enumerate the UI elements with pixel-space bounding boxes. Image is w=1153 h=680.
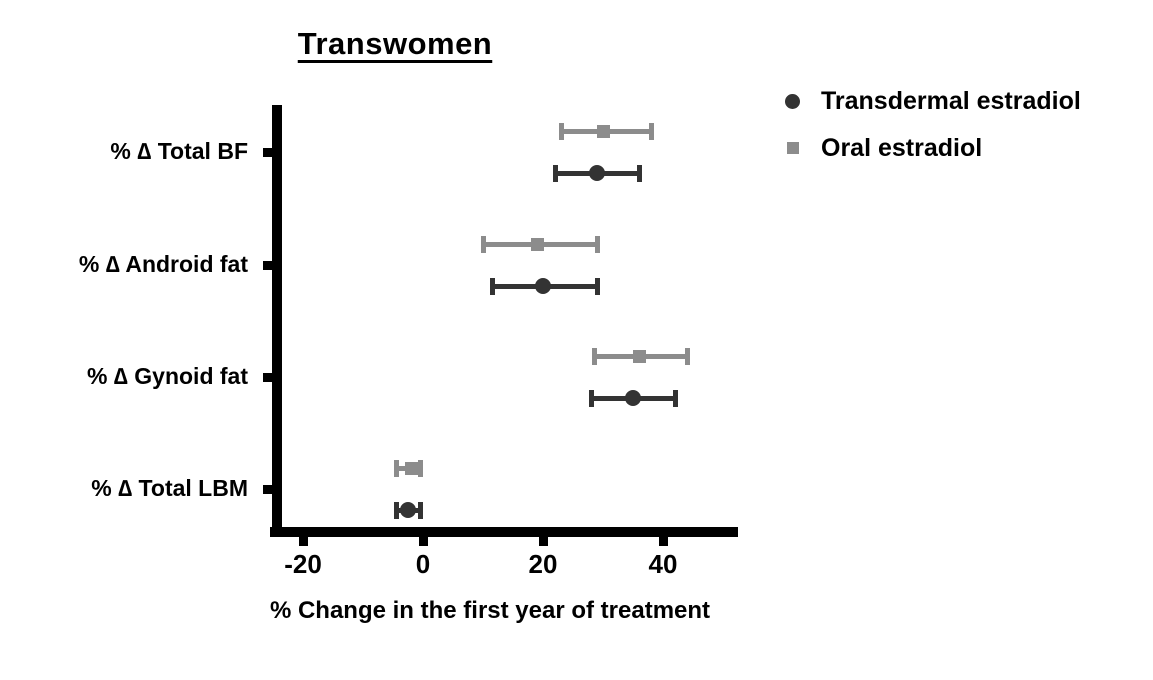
x-axis-tick bbox=[538, 537, 548, 546]
legend-label-oral-estradiol: Oral estradiol bbox=[821, 133, 983, 162]
square-marker-icon bbox=[787, 142, 799, 154]
x-axis-tick bbox=[298, 537, 308, 546]
data-point-square-marker bbox=[530, 237, 544, 251]
x-tick-label: 20 bbox=[528, 549, 558, 579]
error-bar-cap bbox=[594, 277, 600, 295]
y-category-label: % ∆ Total BF bbox=[110, 138, 248, 164]
error-bar-cap bbox=[393, 501, 399, 519]
error-bar-cap bbox=[480, 235, 486, 253]
data-point-circle-marker bbox=[589, 165, 605, 181]
error-bar-cap bbox=[594, 235, 600, 253]
x-axis-tick bbox=[658, 537, 668, 546]
y-axis-tick bbox=[263, 372, 272, 382]
legend-label-transdermal-estradiol: Transdermal estradiol bbox=[821, 86, 1081, 115]
error-bar-cap bbox=[684, 347, 690, 365]
y-axis-line bbox=[272, 105, 282, 537]
x-axis-label: % Change in the first year of treatment bbox=[269, 597, 711, 624]
error-bar-cap bbox=[489, 277, 495, 295]
data-point-square-marker bbox=[596, 124, 610, 138]
data-point-circle-marker bbox=[535, 278, 551, 294]
error-bar-cap bbox=[552, 164, 558, 182]
x-tick-label: 40 bbox=[648, 549, 678, 579]
y-category-label: % ∆ Total LBM bbox=[91, 475, 248, 501]
data-point-circle-marker bbox=[400, 502, 416, 518]
error-bar-cap bbox=[672, 389, 678, 407]
error-bar-cap bbox=[558, 122, 564, 140]
legend-item-transdermal-estradiol: Transdermal estradiol bbox=[785, 86, 1081, 116]
error-bar-cap bbox=[393, 459, 399, 477]
chart-title: Transwomen bbox=[297, 26, 493, 61]
data-point-square-marker bbox=[632, 349, 646, 363]
x-tick-label: -20 bbox=[284, 549, 322, 579]
y-axis-tick bbox=[263, 147, 272, 157]
y-axis-tick bbox=[263, 484, 272, 494]
y-axis-tick bbox=[263, 260, 272, 270]
error-bar-cap bbox=[636, 164, 642, 182]
error-bar-cap bbox=[588, 389, 594, 407]
x-axis-line bbox=[270, 527, 738, 537]
data-point-square-marker bbox=[404, 461, 418, 475]
data-point-circle-marker bbox=[625, 390, 641, 406]
y-category-label: % ∆ Android fat bbox=[78, 251, 248, 277]
error-bar-cap bbox=[591, 347, 597, 365]
x-axis-tick bbox=[418, 537, 428, 546]
x-tick-label: 0 bbox=[415, 549, 431, 579]
error-bar-cap bbox=[417, 501, 423, 519]
legend-item-oral-estradiol: Oral estradiol bbox=[785, 133, 1081, 163]
error-bar-cap bbox=[648, 122, 654, 140]
y-category-label: % ∆ Gynoid fat bbox=[86, 363, 248, 389]
error-bar-cap bbox=[417, 459, 423, 477]
legend: Transdermal estradiol Oral estradiol bbox=[785, 86, 1081, 180]
circle-marker-icon bbox=[785, 93, 800, 109]
